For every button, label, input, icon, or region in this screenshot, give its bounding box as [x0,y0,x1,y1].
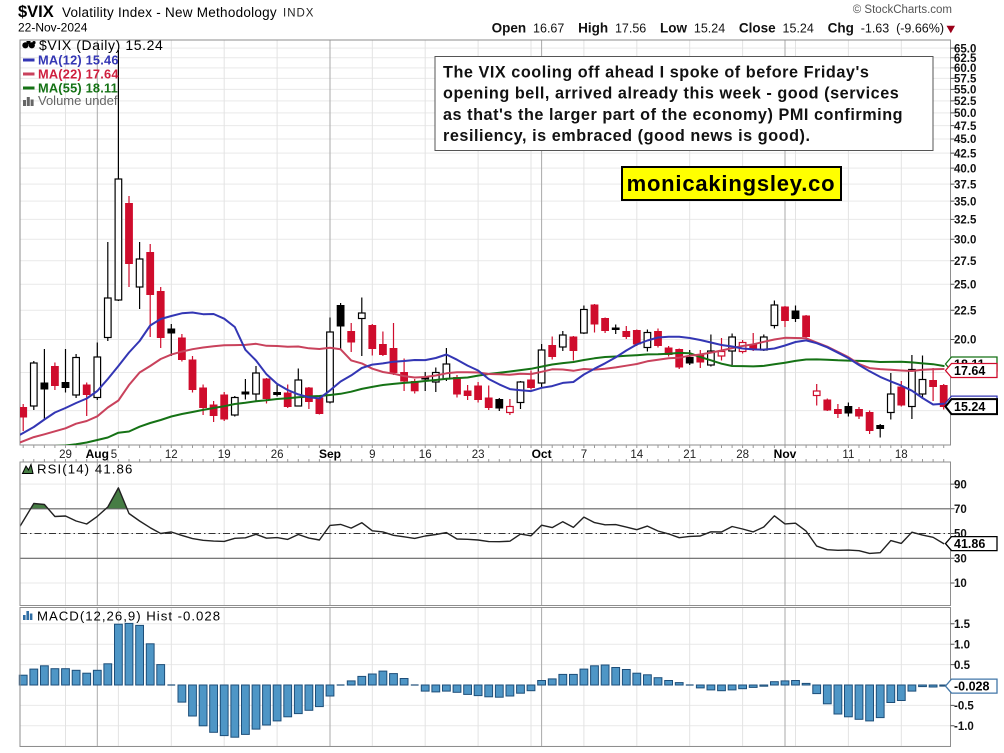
svg-text:18: 18 [895,449,908,461]
svg-text:Nov: Nov [774,447,797,461]
svg-text:52.5: 52.5 [954,96,977,108]
svg-text:0.5: 0.5 [954,660,971,672]
svg-text:30.0: 30.0 [954,234,976,246]
svg-text:20.0: 20.0 [954,335,976,347]
svg-text:65.0: 65.0 [954,43,976,55]
svg-text:$VIX: $VIX [18,3,54,21]
svg-text:29: 29 [59,449,72,461]
svg-text:1.5: 1.5 [954,619,971,631]
svg-text:-0.028: -0.028 [954,679,989,693]
svg-text:41.86: 41.86 [954,537,985,551]
svg-text:Open 16.67 High 17.56 Low 15: Open 16.67 High 17.56 Low 15.24 Close 15… [492,21,944,36]
svg-text:Sep: Sep [319,447,341,461]
svg-text:60.0: 60.0 [954,63,976,75]
svg-text:MACD(12,26,9) Hist -0.028: MACD(12,26,9) Hist -0.028 [37,609,221,624]
svg-text:monicakingsley.co: monicakingsley.co [627,171,836,196]
svg-text:9: 9 [369,449,375,461]
svg-text:62.5: 62.5 [954,53,977,65]
svg-text:90: 90 [954,479,967,491]
svg-text:21: 21 [683,449,696,461]
svg-text:7: 7 [581,449,587,461]
svg-text:-1.0: -1.0 [954,721,974,733]
svg-text:70: 70 [954,504,967,516]
svg-text:37.5: 37.5 [954,179,977,191]
svg-text:57.5: 57.5 [954,74,977,86]
svg-text:10: 10 [954,578,967,590]
svg-text:45.0: 45.0 [954,134,976,146]
svg-text:55.0: 55.0 [954,85,976,97]
svg-text:1.0: 1.0 [954,639,970,651]
svg-text:© StockCharts.com: © StockCharts.com [853,4,952,16]
svg-text:MA(55) 18.11: MA(55) 18.11 [38,81,118,96]
svg-text:Volatility Index - New Methodo: Volatility Index - New Methodology [62,5,277,20]
svg-text:11: 11 [842,449,854,461]
svg-text:Oct: Oct [532,447,552,461]
svg-text:22.5: 22.5 [954,306,977,318]
svg-text:15.24: 15.24 [954,400,985,414]
svg-text:27.5: 27.5 [954,256,977,268]
svg-text:RSI(14) 41.86: RSI(14) 41.86 [37,462,133,477]
svg-text:14: 14 [630,449,643,461]
svg-text:25.0: 25.0 [954,280,976,292]
svg-text:5: 5 [111,449,117,461]
svg-text:The VIX cooling off ahead I sp: The VIX cooling off ahead I spoke of bef… [443,64,869,82]
svg-text:MA(12) 15.46: MA(12) 15.46 [38,53,119,68]
svg-text:12: 12 [165,449,178,461]
svg-text:26: 26 [271,449,284,461]
svg-text:47.5: 47.5 [954,121,977,133]
svg-text:Volume undef: Volume undef [38,93,118,108]
svg-text:30: 30 [954,554,967,566]
svg-text:40.0: 40.0 [954,163,976,175]
svg-text:22-Nov-2024: 22-Nov-2024 [18,21,88,35]
svg-text:23: 23 [472,449,485,461]
svg-text:28: 28 [736,449,749,461]
svg-text:35.0: 35.0 [954,196,976,208]
svg-text:42.5: 42.5 [954,148,977,160]
svg-text:-0.5: -0.5 [954,701,974,713]
svg-text:MA(22) 17.64: MA(22) 17.64 [38,67,119,82]
svg-text:resiliency, is embraced (good: resiliency, is embraced (good news is go… [443,127,811,145]
svg-text:50.0: 50.0 [954,108,976,120]
svg-text:as that's the larger part of t: as that's the larger part of the economy… [443,106,903,124]
svg-text:19: 19 [218,449,231,461]
svg-text:17.64: 17.64 [954,364,985,378]
svg-text:Aug: Aug [86,447,109,461]
svg-text:32.5: 32.5 [954,215,977,227]
svg-text:opening bell, arrived already: opening bell, arrived already this week … [443,85,899,103]
svg-text:INDX: INDX [283,8,314,20]
svg-text:$VIX (Daily) 15.24: $VIX (Daily) 15.24 [39,37,163,53]
svg-text:16: 16 [419,449,432,461]
